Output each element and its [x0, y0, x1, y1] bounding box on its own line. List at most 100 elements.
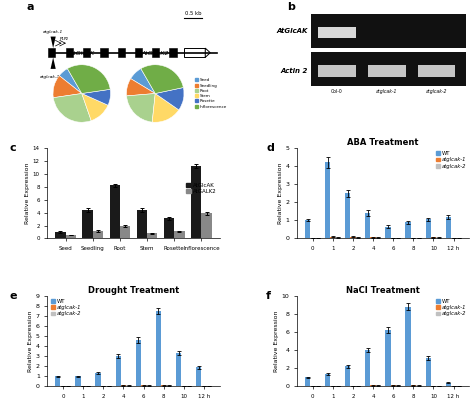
Bar [356, 237, 361, 238]
Legend: AtGlcAK, AtGALK2: AtGlcAK, AtGALK2 [186, 183, 217, 194]
Wedge shape [131, 69, 155, 93]
Text: b: b [287, 2, 295, 12]
Bar [93, 231, 103, 238]
Bar [120, 226, 130, 238]
Y-axis label: Relative Expression: Relative Expression [25, 162, 30, 224]
Bar [164, 218, 174, 238]
Bar [330, 237, 336, 238]
Text: atglcak-1: atglcak-1 [376, 89, 397, 94]
Bar [191, 166, 201, 238]
Text: c: c [9, 143, 16, 153]
Wedge shape [152, 93, 179, 122]
Bar [48, 48, 55, 58]
Bar [405, 222, 411, 238]
Wedge shape [155, 88, 184, 110]
Bar [152, 48, 159, 58]
Text: AtGlcAK: AtGlcAK [276, 28, 308, 34]
Wedge shape [127, 93, 155, 122]
Wedge shape [53, 76, 82, 98]
Bar [147, 233, 157, 238]
Wedge shape [127, 79, 155, 96]
Bar [135, 48, 142, 58]
Bar [365, 213, 371, 238]
Bar [100, 48, 108, 58]
Bar [176, 353, 181, 386]
Bar [75, 376, 81, 386]
Bar [82, 210, 93, 238]
Bar [156, 311, 161, 386]
Bar [305, 220, 310, 238]
Bar [368, 65, 406, 77]
Bar [418, 65, 456, 77]
Y-axis label: Relative Expression: Relative Expression [274, 310, 279, 372]
Bar [184, 48, 205, 58]
Wedge shape [53, 93, 91, 122]
Bar [109, 185, 120, 238]
Bar [345, 366, 350, 386]
Legend: WT, atglcak-1, atglcak-2: WT, atglcak-1, atglcak-2 [435, 150, 466, 169]
Y-axis label: Relative Expression: Relative Expression [28, 310, 33, 372]
Polygon shape [51, 37, 56, 48]
Bar [55, 376, 61, 386]
Polygon shape [205, 48, 210, 58]
Bar [325, 374, 330, 386]
Bar [385, 330, 391, 386]
Bar [95, 373, 100, 386]
Bar [365, 350, 371, 386]
Bar [446, 217, 451, 238]
Wedge shape [82, 93, 108, 121]
Bar [305, 377, 310, 386]
Bar [426, 219, 431, 238]
Title: Drought Treatment: Drought Treatment [88, 286, 179, 295]
Bar [65, 235, 76, 238]
Bar [174, 231, 184, 238]
Title: NaCl Treatment: NaCl Treatment [346, 286, 420, 295]
Bar [436, 237, 441, 238]
Wedge shape [67, 65, 110, 93]
Bar [169, 48, 176, 58]
Text: 0.5 kb: 0.5 kb [185, 11, 201, 16]
Title: AtGALK2: AtGALK2 [141, 51, 169, 56]
Legend: WT, atglcak-1, atglcak-2: WT, atglcak-1, atglcak-2 [50, 298, 82, 317]
Bar [196, 367, 201, 386]
Bar [318, 28, 356, 39]
Bar [376, 237, 381, 238]
Bar [137, 210, 147, 238]
Legend: Seed, Seedling, Root, Stem, Rosette, Inflorescence: Seed, Seedling, Root, Stem, Rosette, Inf… [195, 79, 227, 109]
Text: e: e [9, 291, 17, 301]
Bar [405, 307, 411, 386]
Bar [118, 48, 125, 58]
Bar [431, 237, 436, 238]
Title: ABA Treatment: ABA Treatment [347, 138, 419, 147]
Bar [55, 232, 65, 238]
Title: AtGlcAK: AtGlcAK [69, 51, 94, 56]
Text: d: d [266, 143, 274, 153]
Bar [371, 237, 376, 238]
Bar [311, 14, 466, 48]
Bar [201, 213, 212, 238]
Bar [318, 65, 356, 77]
Bar [83, 48, 91, 58]
Text: P1: P1 [60, 37, 64, 41]
Bar [350, 237, 356, 238]
Bar [426, 358, 431, 386]
Bar [311, 52, 466, 86]
Text: atglcak-1: atglcak-1 [43, 30, 63, 34]
Wedge shape [82, 89, 110, 105]
Text: P2: P2 [64, 37, 69, 41]
Bar [136, 340, 141, 386]
Polygon shape [51, 58, 56, 69]
Bar [325, 162, 330, 238]
Text: Actin 2: Actin 2 [280, 67, 308, 74]
Text: atglcak-2: atglcak-2 [39, 76, 60, 79]
Text: a: a [27, 2, 34, 12]
Text: atglcak-2: atglcak-2 [426, 89, 447, 94]
Bar [345, 193, 350, 238]
Wedge shape [141, 65, 183, 93]
Legend: WT, atglcak-1, atglcak-2: WT, atglcak-1, atglcak-2 [435, 298, 466, 317]
Bar [385, 227, 391, 238]
Bar [116, 356, 121, 386]
Bar [66, 48, 73, 58]
Text: f: f [266, 291, 271, 301]
Text: Col-0: Col-0 [331, 89, 343, 94]
